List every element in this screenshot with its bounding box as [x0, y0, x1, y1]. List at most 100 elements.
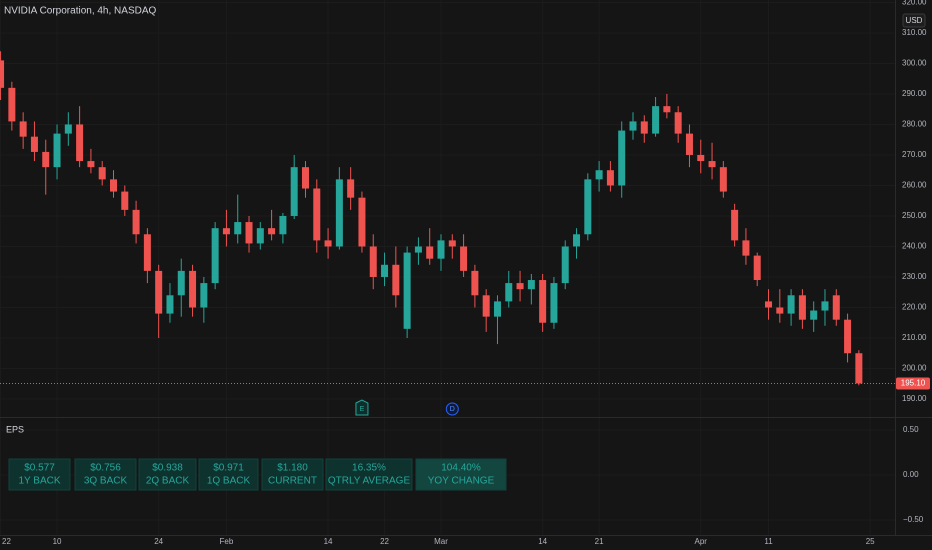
last-price-box — [896, 377, 930, 390]
candle-body — [76, 124, 84, 162]
candle-body — [53, 133, 61, 168]
eps-value: $0.938 — [152, 463, 183, 474]
candle-body — [290, 167, 298, 216]
y-tick-label: 270.00 — [902, 150, 927, 159]
candle-body — [708, 161, 716, 168]
event-marker — [355, 399, 369, 416]
x-tick-label: 22 — [380, 537, 389, 546]
candle-body — [347, 179, 355, 198]
candle-body — [437, 240, 445, 259]
candle-body — [42, 151, 50, 168]
candle-body — [268, 228, 276, 235]
x-tick-label: 22 — [2, 537, 11, 546]
eps-label: 2Q BACK — [146, 476, 190, 487]
candle-body — [381, 264, 389, 277]
eps-label: 1Q BACK — [207, 476, 251, 487]
candle-body — [595, 170, 603, 180]
candle-body — [460, 246, 468, 271]
y-tick-label: 0.50 — [903, 425, 919, 434]
y-tick-label: 190.00 — [902, 394, 927, 403]
y-tick-label: −0.50 — [903, 515, 924, 524]
x-tick-label: 11 — [764, 537, 773, 546]
candle-body — [245, 222, 253, 244]
candle-body — [166, 295, 174, 314]
candle-body — [810, 310, 818, 320]
candle-body — [358, 197, 366, 247]
candle-body — [493, 301, 501, 317]
candle-body — [844, 319, 852, 354]
event-label: E — [360, 406, 365, 413]
y-tick-label: 310.00 — [902, 28, 927, 37]
candle-body — [143, 234, 151, 271]
candle-body — [652, 106, 660, 134]
eps-cell — [261, 458, 324, 491]
candle-body — [414, 246, 422, 253]
candle-body — [505, 283, 513, 302]
x-tick-label: Apr — [695, 537, 708, 546]
candle-body — [234, 222, 242, 235]
candle-body — [0, 60, 5, 88]
x-tick-label: Feb — [220, 537, 234, 546]
candle-body — [787, 295, 795, 314]
candle-body — [19, 121, 27, 137]
candle-body — [222, 228, 230, 235]
candle-body — [719, 167, 727, 192]
candle-body — [629, 121, 637, 131]
candle-body — [8, 87, 16, 122]
candle-body — [640, 121, 648, 134]
candle-body — [301, 167, 309, 189]
candle-body — [256, 228, 264, 244]
eps-cell — [8, 458, 71, 491]
candle-body — [832, 295, 840, 320]
candle-body — [527, 280, 535, 290]
y-tick-label: 210.00 — [902, 333, 927, 342]
candle-body — [482, 295, 490, 317]
eps-label: YOY CHANGE — [428, 476, 495, 487]
currency: USD — [906, 16, 923, 25]
eps-label: QTRLY AVERAGE — [328, 476, 411, 487]
candle-body — [30, 136, 38, 152]
candle-body — [821, 301, 829, 311]
candle-body — [516, 283, 524, 290]
x-tick-label: Mar — [434, 537, 448, 546]
candle-body — [765, 301, 773, 308]
candle-body — [685, 133, 693, 155]
y-tick-label: 250.00 — [902, 211, 927, 220]
pane-title: EPS — [6, 424, 24, 434]
candle-body — [189, 270, 197, 308]
candle-body — [742, 240, 750, 256]
eps-cell — [325, 458, 413, 491]
candle-body — [392, 264, 400, 296]
candle-body — [200, 283, 208, 308]
candle-body — [539, 280, 547, 323]
x-tick-label: 25 — [866, 537, 875, 546]
eps-value: $1.180 — [277, 463, 308, 474]
candle-body — [606, 170, 614, 186]
eps-value: 16.35% — [352, 463, 386, 474]
x-tick-label: 21 — [595, 537, 604, 546]
candle-body — [573, 234, 581, 247]
currency-box[interactable] — [902, 13, 926, 28]
candle-body — [798, 295, 806, 320]
marks: E D $0.577 1Y BACK $0.756 3Q BACK $0.938 2Q BAC… — [0, 51, 895, 491]
candle-body — [132, 209, 140, 235]
candle-body — [64, 124, 72, 134]
eps-value: 104.40% — [441, 463, 481, 474]
candle-body — [550, 283, 558, 323]
x-tick-label: 14 — [324, 537, 333, 546]
candle-body — [855, 353, 863, 384]
eps-label: CURRENT — [268, 476, 317, 487]
eps-value: $0.756 — [90, 463, 121, 474]
x-tick-label: 24 — [154, 537, 163, 546]
candle-body — [211, 228, 219, 284]
candle-body — [753, 255, 761, 281]
last-price-label: 195.10 — [901, 379, 926, 388]
candle-body — [87, 161, 95, 168]
candle-body — [279, 215, 287, 235]
candle-body — [335, 179, 343, 247]
eps-cell — [138, 458, 197, 491]
eps-value: $0.971 — [213, 463, 244, 474]
candle-body — [403, 252, 411, 329]
eps-cell — [415, 458, 507, 491]
